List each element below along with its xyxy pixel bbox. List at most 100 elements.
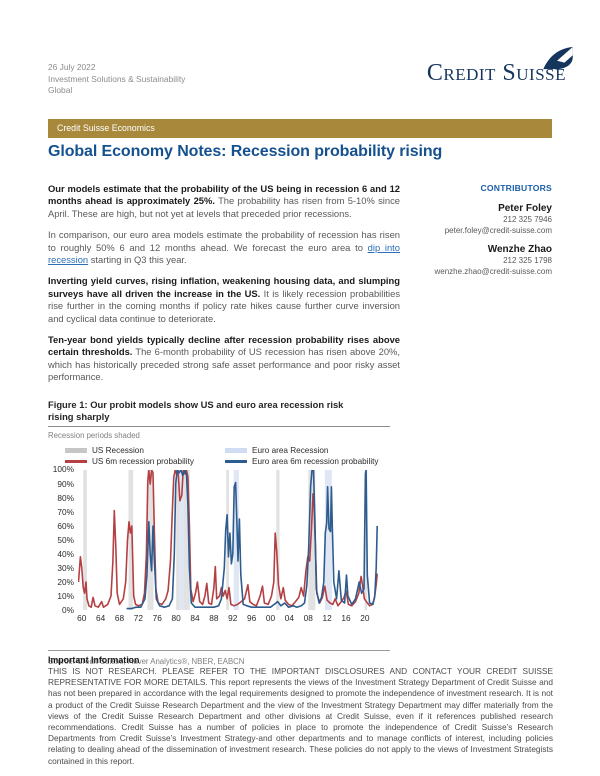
legend-item: Euro area Recession — [225, 445, 390, 455]
paragraph-text: The probability has risen from 5-10% sin… — [48, 195, 400, 219]
contributor-email: wenzhe.zhao@credit-suisse.com — [434, 266, 552, 276]
recession-plot — [78, 470, 378, 611]
figure-1: Figure 1: Our probit models show US and … — [48, 399, 390, 666]
y-tick-label: 40% — [57, 548, 74, 559]
contributor-name: Wenzhe Zhao — [487, 244, 552, 255]
legend-item: US 6m recession probability — [65, 456, 225, 466]
contributor-email: peter.foley@credit-suisse.com — [444, 225, 552, 235]
x-tick-label: 76 — [152, 613, 162, 624]
y-axis-labels: 100% 90% 80% 70% 60% 50% 40% 30% 20% 10% 0% — [48, 465, 74, 615]
disclaimer-body: THIS IS NOT RESEARCH. PLEASE REFER TO TH… — [48, 666, 553, 766]
paragraph: In comparison, our euro area models esti… — [48, 229, 400, 266]
paragraph-text: starting in Q3 this year. — [90, 254, 187, 266]
header-meta-block: 26 July 2022 Investment Solutions & Sust… — [48, 62, 185, 97]
probability-line-swatch — [225, 460, 247, 463]
x-axis-labels: 60 64 68 72 76 80 84 88 92 96 00 04 08 12 16 20 — [77, 613, 380, 625]
us-recession-band — [365, 470, 368, 611]
logo-wordmark: Credit Suisse — [426, 60, 566, 86]
contributor-name: Peter Foley — [498, 203, 552, 214]
recession-chart: 100% 90% 80% 70% 60% 50% 40% 30% 20% 10% 0% 60 64 68… — [48, 465, 390, 630]
figure-source: Source: Credit Suisse, Haver Analytics®,… — [48, 657, 245, 667]
section-banner: Credit Suisse Economics — [48, 119, 552, 138]
x-tick-label: 68 — [114, 613, 125, 624]
y-tick-label: 20% — [57, 577, 74, 588]
figure-subtitle: Recession periods shaded — [48, 431, 140, 441]
dip-into-recession-link[interactable]: dip into recession — [48, 241, 400, 266]
legend-label: Euro area 6m recession probability — [252, 456, 379, 466]
euro-recession-band — [324, 470, 332, 611]
contributor-phone: 212 325 7946 — [503, 215, 552, 224]
credit-suisse-sail-icon — [542, 46, 574, 75]
x-tick-label: 20 — [360, 613, 370, 624]
legend-label: US 6m recession probability — [92, 456, 194, 466]
y-tick-label: 70% — [57, 506, 74, 517]
main-content-row: Our models estimate that the probability… — [48, 183, 552, 393]
contributors-heading: CONTRIBUTORS — [480, 183, 552, 193]
paragraph-text: In comparison, our euro area models esti… — [48, 229, 400, 253]
y-tick-label: 30% — [57, 563, 74, 574]
disclaimer-heading: Important Information — [48, 655, 140, 665]
x-tick-label: 08 — [303, 613, 313, 624]
banner-label: Credit Suisse Economics — [57, 123, 155, 133]
disclaimer-section: Important Information THIS IS NOT RESEAR… — [48, 655, 553, 767]
us-recession-band — [176, 470, 179, 611]
y-tick-label: 50% — [57, 534, 74, 545]
paragraph: Our models estimate that the probability… — [48, 183, 400, 220]
euro-recession-band — [233, 470, 239, 611]
y-tick-label: 80% — [57, 492, 74, 503]
page-title: Global Economy Notes: Recession probabil… — [48, 143, 443, 160]
paragraph: Inverting yield curves, rising inflation… — [48, 275, 400, 325]
recession-band-swatch — [65, 447, 87, 453]
publication-date: 26 July 2022 — [48, 62, 96, 72]
x-tick-label: 72 — [133, 613, 144, 624]
x-tick-label: 96 — [246, 613, 257, 624]
x-tick-label: 16 — [341, 613, 351, 624]
article-body: Our models estimate that the probability… — [48, 183, 400, 393]
us-recession-band — [276, 470, 280, 611]
legend-item: Euro area 6m recession probability — [225, 456, 390, 466]
department-name: Investment Solutions & Sustainability — [48, 73, 186, 84]
credit-suisse-logo: Credit Suisse — [426, 46, 573, 86]
region-label: Global — [48, 85, 73, 95]
x-tick-label: 84 — [190, 613, 200, 624]
recession-band-swatch — [225, 447, 247, 453]
figure-title-line1: Figure 1: Our probit models show US and … — [48, 399, 344, 410]
contributor: Wenzhe Zhao 212 325 1798 wenzhe.zhao@cre… — [424, 243, 552, 277]
figure-bottom-divider — [48, 650, 390, 652]
x-tick-label: 04 — [284, 613, 295, 624]
figure-title-line2: rising sharply — [48, 411, 110, 423]
paragraph-lead: Inverting yield curves, rising inflation… — [48, 275, 400, 299]
us-recession-band — [83, 470, 87, 611]
legend-label: US Recession — [92, 445, 144, 455]
paragraph: Ten-year bond yields typically decline a… — [48, 334, 400, 384]
us-recession-band — [308, 470, 316, 611]
figure-divider — [48, 426, 390, 428]
us-recession-band — [147, 470, 154, 611]
y-tick-label: 60% — [57, 520, 74, 531]
y-tick-label: 90% — [57, 478, 74, 489]
y-tick-label: 0% — [62, 605, 74, 616]
euro-probability-line — [126, 470, 378, 610]
paragraph-lead: Our models estimate that the probability… — [48, 183, 400, 207]
x-tick-label: 64 — [95, 613, 106, 624]
legend-label: Euro area Recession — [252, 445, 329, 455]
x-tick-label: 80 — [171, 613, 181, 624]
us-recession-band — [128, 470, 134, 611]
x-tick-label: 88 — [209, 613, 219, 624]
y-tick-label: 10% — [57, 591, 74, 602]
y-tick-label: 100% — [52, 464, 74, 475]
legend-item: US Recession — [65, 445, 225, 455]
paragraph-lead: Ten-year bond yields typically decline a… — [48, 334, 400, 358]
paragraph-text: It is likely recession probabilities ris… — [48, 287, 401, 324]
us-recession-band — [183, 470, 190, 611]
x-tick-label: 92 — [228, 613, 238, 624]
chart-legend: US Recession US 6m recession probability E… — [65, 445, 390, 466]
x-tick-label: 12 — [322, 613, 332, 624]
contributors-panel: CONTRIBUTORS Peter Foley 212 325 7946 pe… — [400, 183, 552, 393]
probability-line-swatch — [65, 460, 87, 463]
x-tick-label: 00 — [265, 613, 276, 624]
euro-recession-band — [177, 470, 189, 611]
contributor: Peter Foley 212 325 7946 peter.foley@cre… — [424, 202, 552, 236]
contributor-phone: 212 325 1798 — [503, 256, 552, 265]
